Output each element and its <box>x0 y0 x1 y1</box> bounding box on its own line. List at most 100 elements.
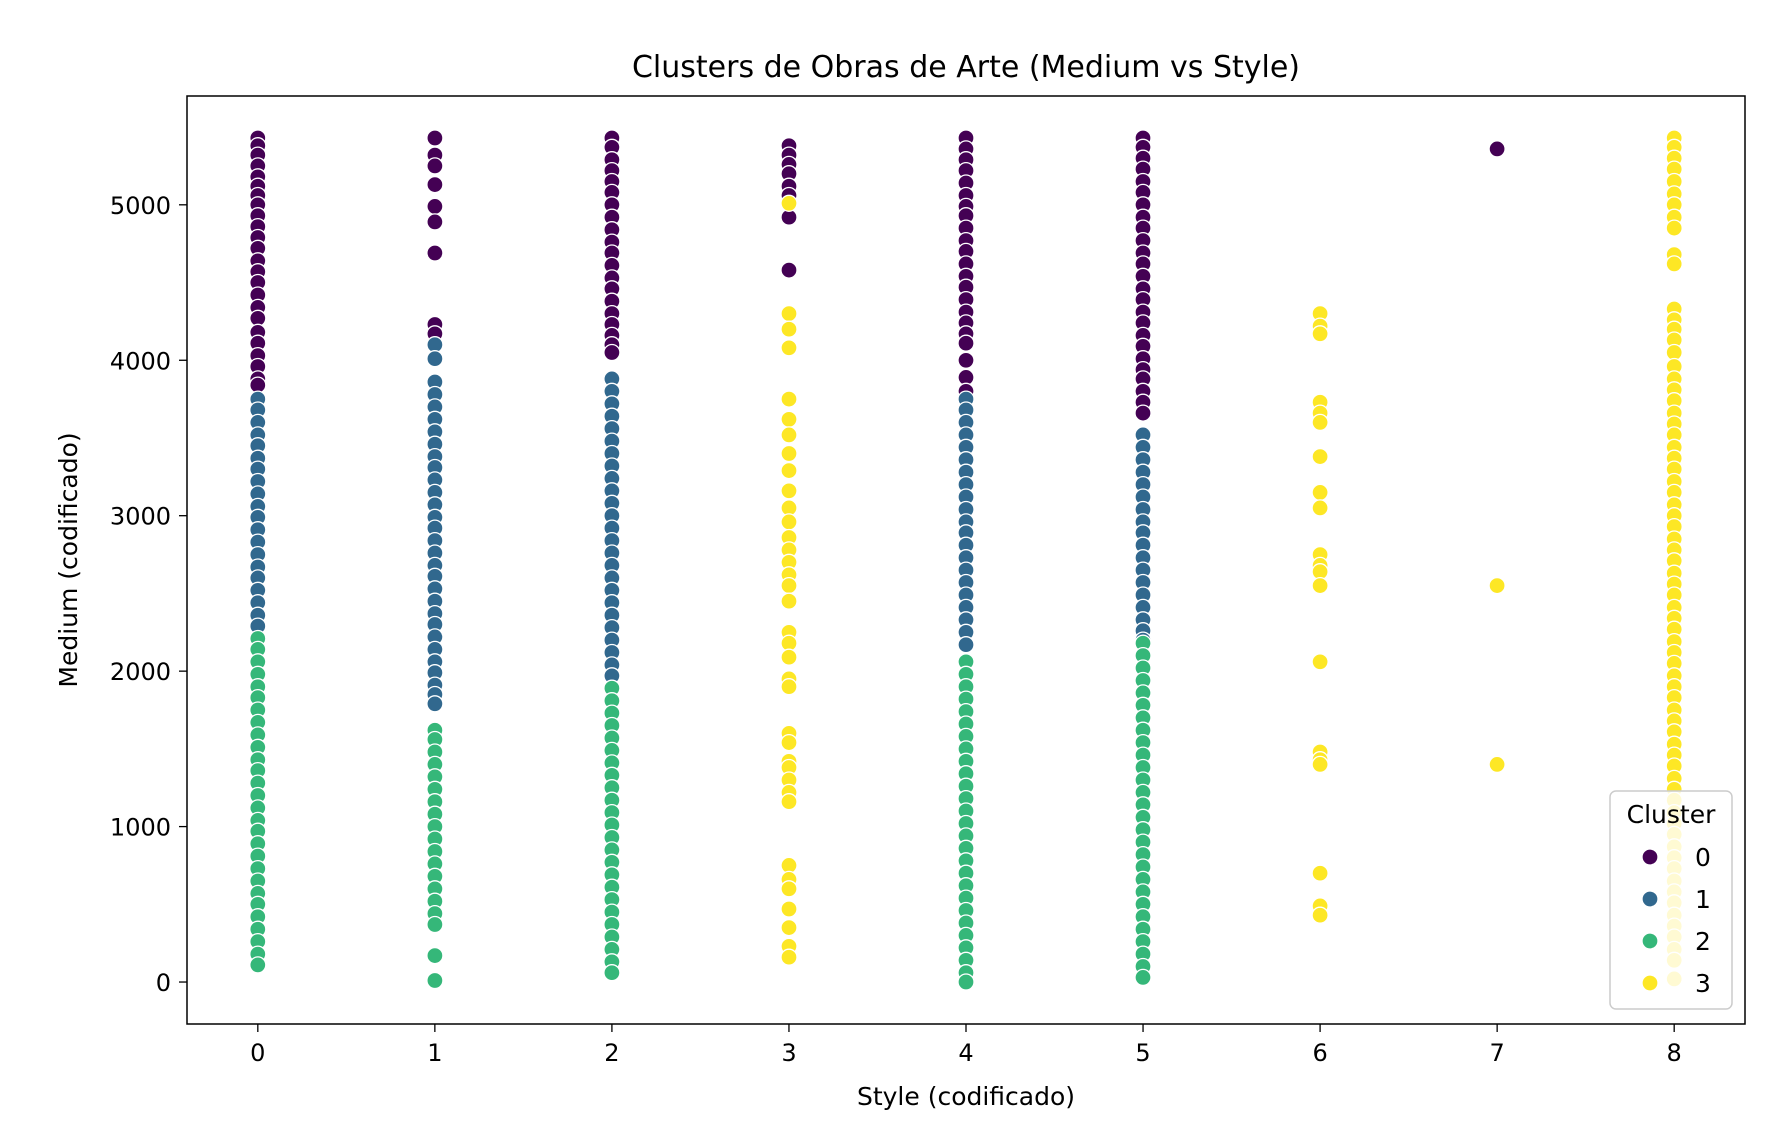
data-point <box>1665 255 1683 273</box>
data-point <box>780 410 798 428</box>
data-point <box>426 213 444 231</box>
data-point <box>780 576 798 595</box>
points-layer <box>249 129 1683 991</box>
data-point <box>1311 447 1329 466</box>
y-tick-label: 1000 <box>110 814 171 842</box>
data-point <box>426 350 444 368</box>
series-0 <box>249 129 1506 422</box>
x-tick-label: 7 <box>1489 1039 1504 1067</box>
x-axis: 0 1 2 3 4 5 6 7 8 <box>250 1024 1682 1067</box>
data-point <box>780 918 798 937</box>
x-axis-label: Style (codificado) <box>857 1082 1075 1111</box>
data-point <box>780 482 798 500</box>
data-point <box>1488 140 1506 158</box>
data-point <box>780 390 798 408</box>
legend-marker <box>1641 932 1659 950</box>
data-point <box>1665 219 1683 237</box>
legend-marker <box>1641 974 1659 992</box>
x-tick-label: 8 <box>1667 1039 1682 1067</box>
legend-item-0: 0 <box>1641 843 1711 872</box>
data-point <box>780 648 798 666</box>
data-point <box>780 194 798 212</box>
legend-items: 0 1 2 3 <box>1641 843 1711 998</box>
x-tick-label: 0 <box>250 1039 265 1067</box>
legend-item-3: 3 <box>1641 969 1711 998</box>
data-point <box>1311 499 1329 517</box>
data-point <box>426 175 444 194</box>
data-point <box>249 956 267 974</box>
legend-label: 3 <box>1695 969 1711 998</box>
data-point <box>1311 906 1329 924</box>
x-tick-label: 1 <box>427 1039 442 1067</box>
data-point <box>780 426 798 444</box>
legend-box <box>1609 790 1733 1010</box>
y-axis: 0 1000 2000 3000 4000 5000 <box>110 192 187 997</box>
data-point <box>603 343 621 362</box>
x-tick-label: 4 <box>958 1039 973 1067</box>
data-point <box>1311 413 1329 432</box>
data-point <box>780 304 798 323</box>
plot-area <box>186 95 1746 1025</box>
data-point <box>426 157 444 175</box>
x-tick-label: 3 <box>781 1039 796 1067</box>
data-point <box>780 513 798 531</box>
data-point <box>1311 483 1329 502</box>
y-tick-label: 3000 <box>110 503 171 531</box>
data-point <box>1134 404 1152 422</box>
legend-marker <box>1641 890 1659 908</box>
y-tick-label: 0 <box>156 969 171 997</box>
data-point <box>603 964 621 982</box>
data-point <box>1488 576 1506 595</box>
data-point <box>780 678 798 696</box>
data-point <box>780 461 798 480</box>
data-point <box>780 793 798 811</box>
data-point <box>426 244 444 262</box>
y-tick-label: 5000 <box>110 192 171 220</box>
data-point <box>426 946 444 965</box>
y-tick-label: 4000 <box>110 347 171 375</box>
legend-label: 2 <box>1695 927 1711 956</box>
data-point <box>426 197 444 216</box>
data-point <box>780 592 798 610</box>
legend-label: 0 <box>1695 843 1711 872</box>
data-point <box>780 948 798 966</box>
data-point <box>957 636 975 654</box>
y-axis-label: Medium (codificado) <box>54 432 83 687</box>
data-point <box>426 915 444 934</box>
data-point <box>780 733 798 752</box>
data-point <box>780 444 798 463</box>
data-point <box>957 334 975 352</box>
legend-item-2: 2 <box>1641 927 1711 956</box>
data-point <box>1311 325 1329 343</box>
y-tick-label: 2000 <box>110 658 171 686</box>
data-point <box>780 900 798 918</box>
legend: Cluster 0 1 2 3 <box>1609 790 1733 1010</box>
data-point <box>426 971 444 990</box>
chart-title: Clusters de Obras de Arte (Medium vs Sty… <box>632 50 1300 85</box>
legend-label: 1 <box>1695 885 1711 914</box>
data-point <box>426 129 444 147</box>
data-point <box>957 973 975 991</box>
data-point <box>780 339 798 357</box>
data-point <box>1311 576 1329 595</box>
data-point <box>1134 968 1152 987</box>
series-2 <box>249 629 1152 991</box>
data-point <box>780 320 798 338</box>
x-tick-label: 6 <box>1312 1039 1327 1067</box>
data-point <box>957 351 975 369</box>
data-point <box>1488 755 1506 774</box>
data-point <box>780 261 798 279</box>
legend-item-1: 1 <box>1641 885 1711 914</box>
data-point <box>426 695 444 713</box>
data-point <box>780 880 798 898</box>
legend-marker <box>1641 848 1659 866</box>
x-tick-label: 5 <box>1135 1039 1150 1067</box>
data-point <box>1311 864 1329 882</box>
x-tick-label: 2 <box>604 1039 619 1067</box>
series-1 <box>249 336 1152 713</box>
data-point <box>1311 755 1329 774</box>
legend-title: Cluster <box>1627 800 1716 829</box>
data-point <box>1311 653 1329 671</box>
